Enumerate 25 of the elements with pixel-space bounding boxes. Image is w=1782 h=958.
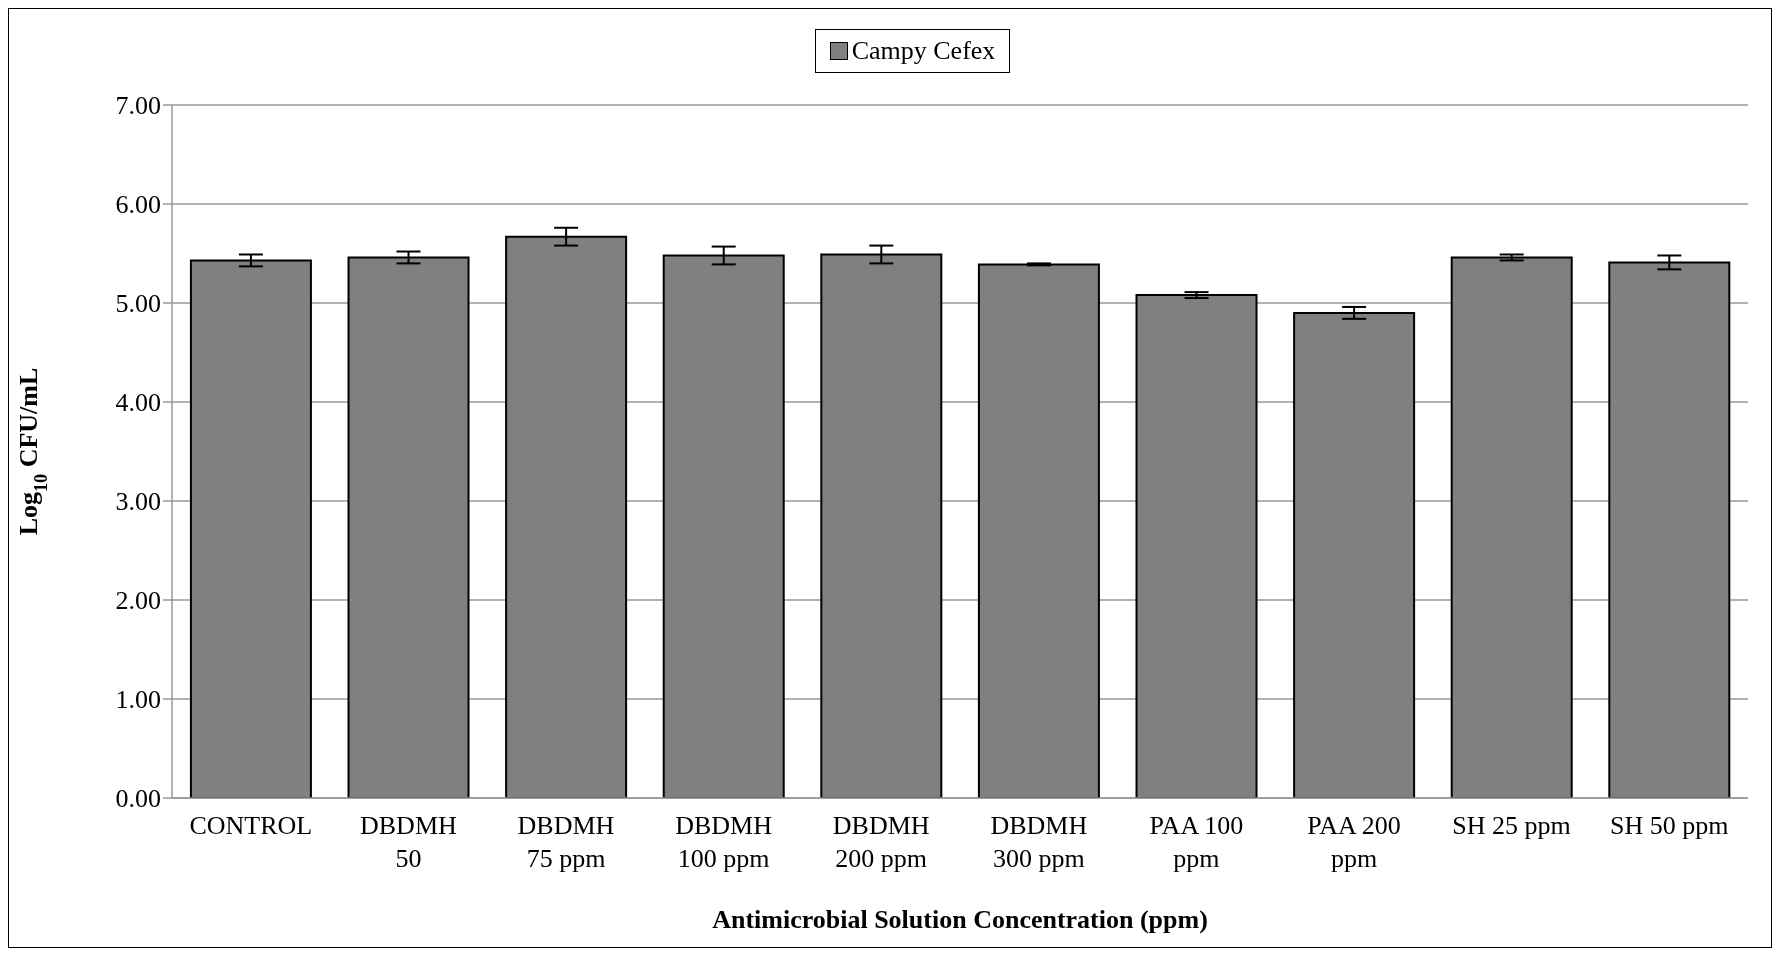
- legend-label: Campy Cefex: [851, 36, 996, 66]
- x-tick-label: SH 50 ppm: [1609, 811, 1729, 840]
- bar: [1450, 256, 1573, 798]
- bar: [1135, 294, 1258, 798]
- x-tick-label: CONTROL: [189, 811, 313, 840]
- y-tick-label: 2.00: [115, 586, 161, 616]
- y-tick-label: 7.00: [115, 91, 161, 121]
- x-tick-label: SH 25 ppm: [1452, 811, 1571, 840]
- bar: [1293, 311, 1416, 798]
- x-tick-label: PAA 100 ppm: [1149, 811, 1244, 873]
- x-tick-label: DBDMH 50: [360, 811, 458, 873]
- x-axis-title: Antimicrobial Solution Concentration (ppm): [712, 905, 1208, 934]
- y-tick-label: 1.00: [115, 685, 161, 715]
- x-tick-label: DBDMH 75 ppm: [517, 811, 615, 873]
- x-tick-label: DBDMH 200 ppm: [832, 811, 930, 873]
- bar: [977, 263, 1100, 798]
- y-tick-label: 5.00: [115, 289, 161, 319]
- x-tick-label: DBDMH 100 ppm: [675, 811, 773, 873]
- bar: [347, 256, 470, 798]
- x-tick-label: DBDMH 300 ppm: [990, 811, 1088, 873]
- x-tick-label: PAA 200 ppm: [1307, 811, 1401, 873]
- y-tick-label: 6.00: [115, 190, 161, 220]
- y-tick-label: 0.00: [115, 784, 161, 814]
- y-tick-label: 3.00: [115, 487, 161, 517]
- y-tick-label: 4.00: [115, 388, 161, 418]
